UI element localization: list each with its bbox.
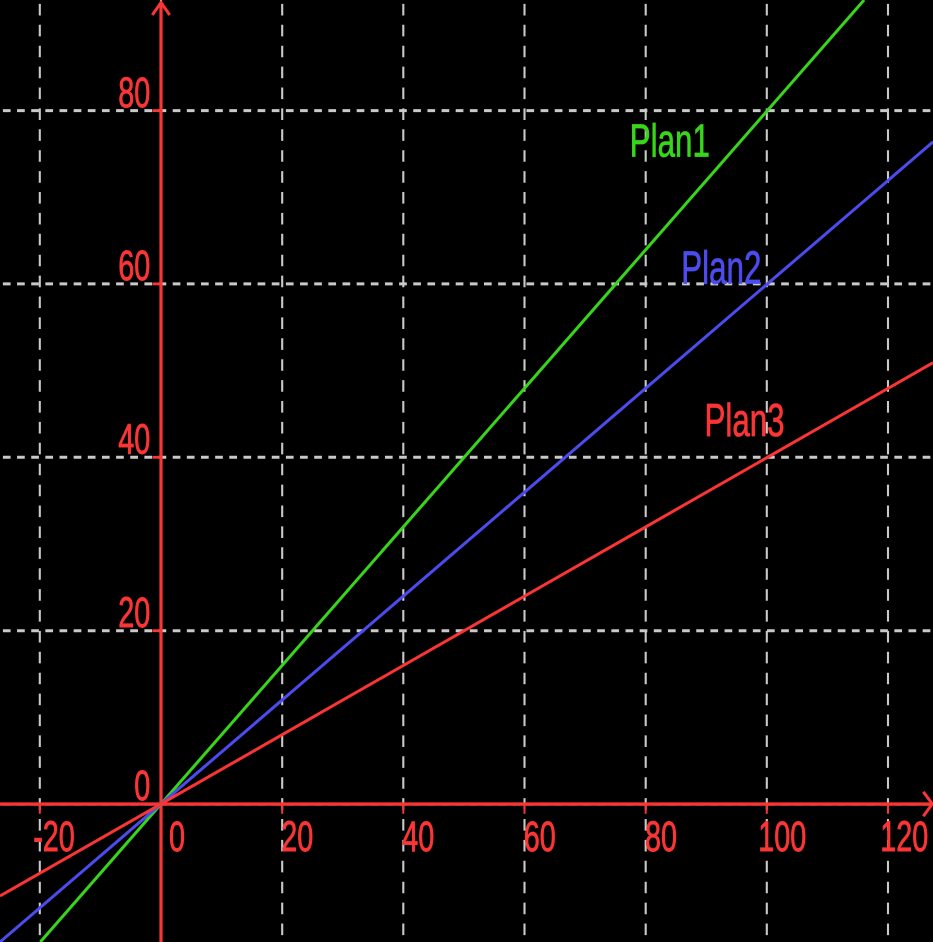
svg-text:60: 60 — [524, 812, 556, 860]
svg-text:20: 20 — [281, 812, 313, 860]
svg-text:40: 40 — [402, 812, 434, 860]
svg-text:120: 120 — [880, 812, 928, 860]
svg-text:20: 20 — [118, 588, 150, 636]
svg-text:0: 0 — [169, 812, 185, 860]
svg-text:Plan1: Plan1 — [630, 116, 710, 168]
svg-text:80: 80 — [645, 812, 677, 860]
svg-text:Plan2: Plan2 — [681, 242, 761, 294]
svg-text:Plan3: Plan3 — [705, 395, 785, 447]
svg-text:100: 100 — [758, 812, 806, 860]
svg-text:40: 40 — [118, 415, 150, 463]
svg-text:80: 80 — [118, 68, 150, 116]
svg-text:0: 0 — [134, 762, 150, 810]
svg-text:60: 60 — [118, 241, 150, 289]
svg-text:-20: -20 — [33, 812, 75, 860]
